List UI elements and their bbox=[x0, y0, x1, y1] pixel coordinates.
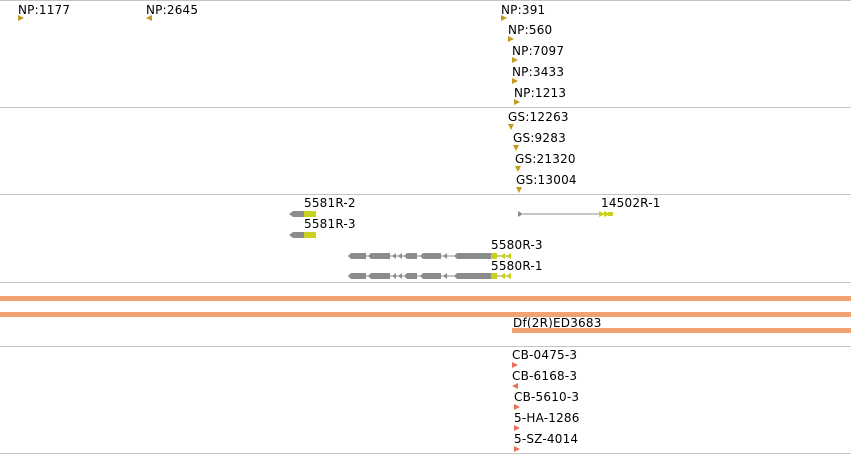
track-separator bbox=[0, 0, 851, 1]
insertion-marker-icon[interactable] bbox=[18, 15, 24, 21]
insertion-marker-icon[interactable] bbox=[512, 57, 518, 63]
transcript-label[interactable]: 5581R-3 bbox=[304, 217, 356, 231]
track-separator bbox=[0, 194, 851, 195]
insertion-marker-icon[interactable] bbox=[146, 15, 152, 21]
gene-model-5581r-2[interactable] bbox=[289, 211, 316, 217]
insertion-marker-icon[interactable] bbox=[513, 145, 519, 151]
insertion-marker-icon[interactable] bbox=[512, 383, 518, 389]
track-separator bbox=[0, 282, 851, 283]
insertion-label[interactable]: GS:21320 bbox=[515, 152, 576, 166]
deficiencies-track: Df(2R)ED3683 bbox=[0, 282, 851, 346]
insertion-marker-icon[interactable] bbox=[508, 124, 514, 130]
gene-models bbox=[289, 211, 613, 279]
insertion-label[interactable]: CB-6168-3 bbox=[512, 369, 578, 383]
transcript-label[interactable]: 5581R-2 bbox=[304, 196, 356, 210]
gene-model-5580r-1[interactable] bbox=[348, 273, 511, 279]
insertion-label[interactable]: GS:9283 bbox=[513, 131, 566, 145]
insertion-marker-icon[interactable] bbox=[501, 15, 507, 21]
deficiency-bar[interactable] bbox=[0, 296, 851, 301]
track-separator bbox=[0, 346, 851, 347]
insertion-label[interactable]: 5-HA-1286 bbox=[514, 411, 580, 425]
insertion-label[interactable]: CB-5610-3 bbox=[514, 390, 580, 404]
insertion-label[interactable]: GS:12263 bbox=[508, 110, 569, 124]
insertion-label[interactable]: NP:560 bbox=[508, 23, 553, 37]
transcript-label[interactable]: 5580R-1 bbox=[491, 259, 543, 273]
insertion-label[interactable]: CB-0475-3 bbox=[512, 348, 578, 362]
deficiency-bar[interactable] bbox=[512, 328, 851, 333]
insertion-marker-icon[interactable] bbox=[514, 404, 520, 410]
insertion-label[interactable]: NP:3433 bbox=[512, 65, 565, 79]
transcript-label[interactable]: 5580R-3 bbox=[491, 238, 543, 252]
gene-model-5581r-3[interactable] bbox=[289, 232, 316, 238]
np-insertions-track: NP:1177 NP:2645 NP:391 NP:560 NP:7097 NP… bbox=[0, 0, 851, 107]
track-separator bbox=[0, 453, 851, 454]
insertion-label[interactable]: NP:2645 bbox=[146, 3, 199, 17]
insertion-label[interactable]: NP:391 bbox=[501, 3, 546, 17]
transcript-label[interactable]: 14502R-1 bbox=[601, 196, 661, 210]
insertion-marker-icon[interactable] bbox=[514, 425, 520, 431]
insertion-marker-icon[interactable] bbox=[512, 362, 518, 368]
insertion-marker-icon[interactable] bbox=[512, 78, 518, 84]
insertion-label[interactable]: NP:7097 bbox=[512, 44, 565, 58]
insertion-label[interactable]: NP:1213 bbox=[514, 86, 567, 100]
deficiency-label[interactable]: Df(2R)ED3683 bbox=[513, 316, 602, 330]
gene-model-14502r-1[interactable] bbox=[518, 211, 613, 217]
deficiency-bar[interactable] bbox=[0, 312, 851, 317]
insertion-label[interactable]: NP:1177 bbox=[18, 3, 71, 17]
gs-insertions-track: GS:12263 GS:9283 GS:21320 GS:13004 bbox=[0, 107, 851, 194]
insertion-marker-icon[interactable] bbox=[508, 36, 514, 42]
transcripts-track: 5581R-2 5581R-3 14502R-1 5580R-3 5580R-1 bbox=[0, 194, 851, 282]
insertion-label[interactable]: 5-SZ-4014 bbox=[514, 432, 579, 446]
insertion-marker-icon[interactable] bbox=[515, 166, 521, 172]
insertion-label[interactable]: GS:13004 bbox=[516, 173, 577, 187]
cb-insertions-track: CB-0475-3 CB-6168-3 CB-5610-3 5-HA-1286 … bbox=[0, 346, 851, 455]
insertion-marker-icon[interactable] bbox=[514, 446, 520, 452]
insertion-marker-icon[interactable] bbox=[516, 187, 522, 193]
insertion-marker-icon[interactable] bbox=[514, 99, 520, 105]
gene-model-5580r-3[interactable] bbox=[348, 253, 511, 259]
track-separator bbox=[0, 107, 851, 108]
